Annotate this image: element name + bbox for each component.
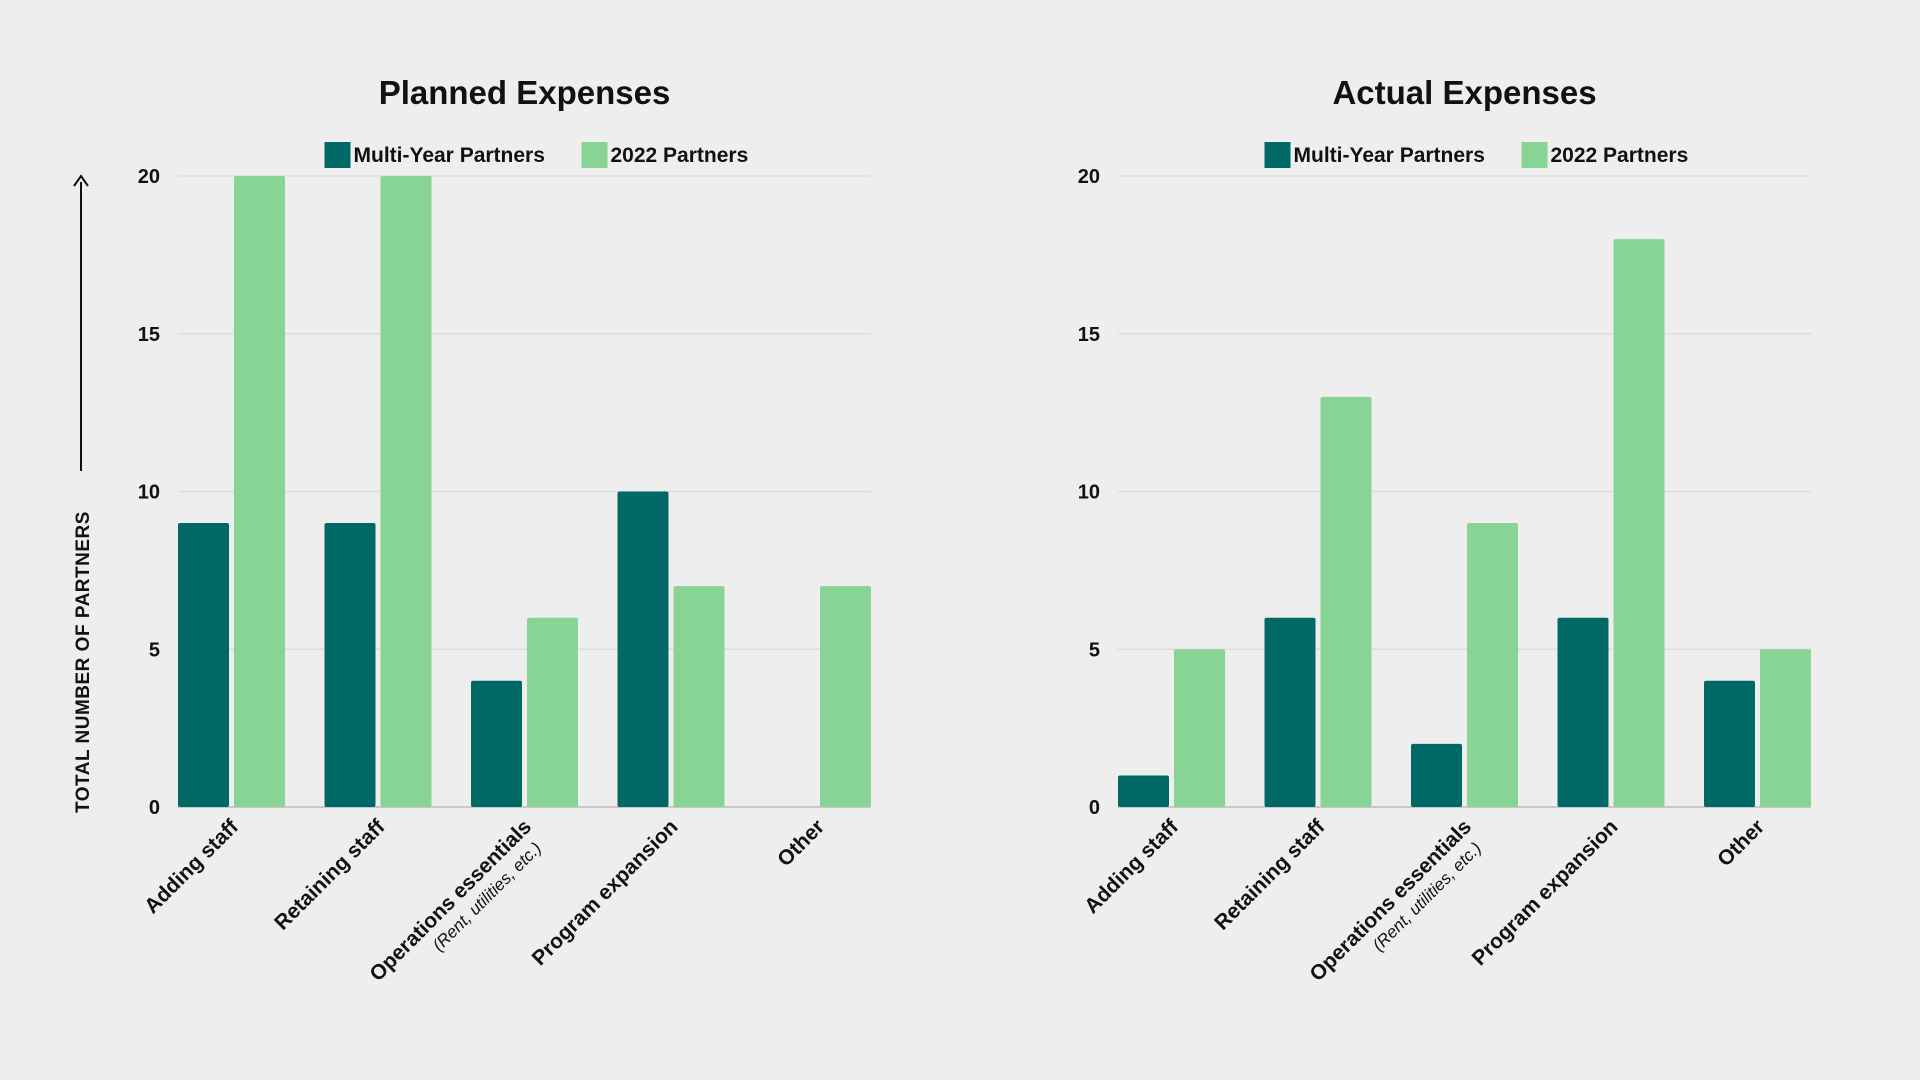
- bar-multi-year: [178, 523, 229, 807]
- y-tick-label: 20: [1078, 166, 1100, 188]
- bar-multi-year: [1411, 743, 1462, 807]
- y-tick-label: 0: [149, 797, 160, 819]
- legend: Multi-Year Partners 2022 Partners: [324, 142, 749, 168]
- bar-2022: [234, 176, 285, 807]
- legend: Multi-Year Partners 2022 Partners: [1264, 142, 1689, 168]
- bar-2022: [1320, 396, 1372, 807]
- x-tick-label: Program expansion: [1468, 815, 1623, 970]
- y-tick-label: 0: [1089, 797, 1100, 819]
- x-tick-label: Retaining staff: [270, 815, 390, 935]
- actual-expenses-chart: Actual Expenses Multi-Year Partners 2022 P…: [1078, 74, 1811, 986]
- bar-2022: [673, 586, 725, 807]
- legend-label-1: 2022 Partners: [1551, 144, 1689, 167]
- bar-2022: [380, 176, 432, 807]
- x-tick-label: Other: [773, 815, 829, 871]
- bar-multi-year: [1264, 617, 1316, 807]
- y-axis-label: TOTAL NUMBER OF PARTNERS: [73, 511, 94, 813]
- x-tick-label: Operations essentials: [365, 815, 536, 986]
- legend-swatch-0: [1264, 142, 1291, 168]
- bar-multi-year: [1118, 775, 1169, 807]
- planned-expenses-chart: Planned Expenses Multi-Year Partners 2022 …: [73, 74, 871, 986]
- arrow-head-icon: [73, 174, 89, 187]
- x-tick-label: Retaining staff: [1210, 815, 1330, 935]
- bar-multi-year: [1557, 617, 1609, 807]
- y-tick-label: 5: [149, 639, 160, 661]
- bar-multi-year: [324, 523, 376, 807]
- y-tick-label: 20: [138, 166, 160, 188]
- chart-title: Planned Expenses: [379, 74, 671, 111]
- bar-multi-year: [1704, 680, 1755, 807]
- y-tick-label: 10: [1078, 482, 1100, 504]
- legend-label-0: Multi-Year Partners: [354, 144, 545, 167]
- bar-2022: [1613, 239, 1665, 808]
- bar-multi-year: [471, 680, 522, 807]
- legend-swatch-1: [581, 142, 608, 168]
- y-tick-label: 15: [1078, 324, 1100, 346]
- bar-2022: [1174, 649, 1225, 807]
- x-tick-label: Operations essentials: [1305, 815, 1476, 986]
- x-tick-label: Adding staff: [140, 815, 244, 919]
- x-tick-label: Adding staff: [1080, 815, 1184, 919]
- x-tick-label: Other: [1713, 815, 1769, 871]
- y-tick-label: 10: [138, 482, 160, 504]
- bar-2022: [1760, 649, 1811, 807]
- bar-2022: [820, 586, 871, 807]
- bar-multi-year: [617, 491, 669, 807]
- x-tick-label: Program expansion: [528, 815, 683, 970]
- y-tick-label: 15: [138, 324, 160, 346]
- bar-2022: [1467, 523, 1518, 807]
- legend-label-1: 2022 Partners: [611, 144, 749, 167]
- legend-swatch-0: [324, 142, 351, 168]
- chart-title: Actual Expenses: [1332, 74, 1596, 111]
- legend-label-0: Multi-Year Partners: [1294, 144, 1485, 167]
- legend-swatch-1: [1521, 142, 1548, 168]
- bar-2022: [527, 617, 578, 807]
- y-tick-label: 5: [1089, 639, 1100, 661]
